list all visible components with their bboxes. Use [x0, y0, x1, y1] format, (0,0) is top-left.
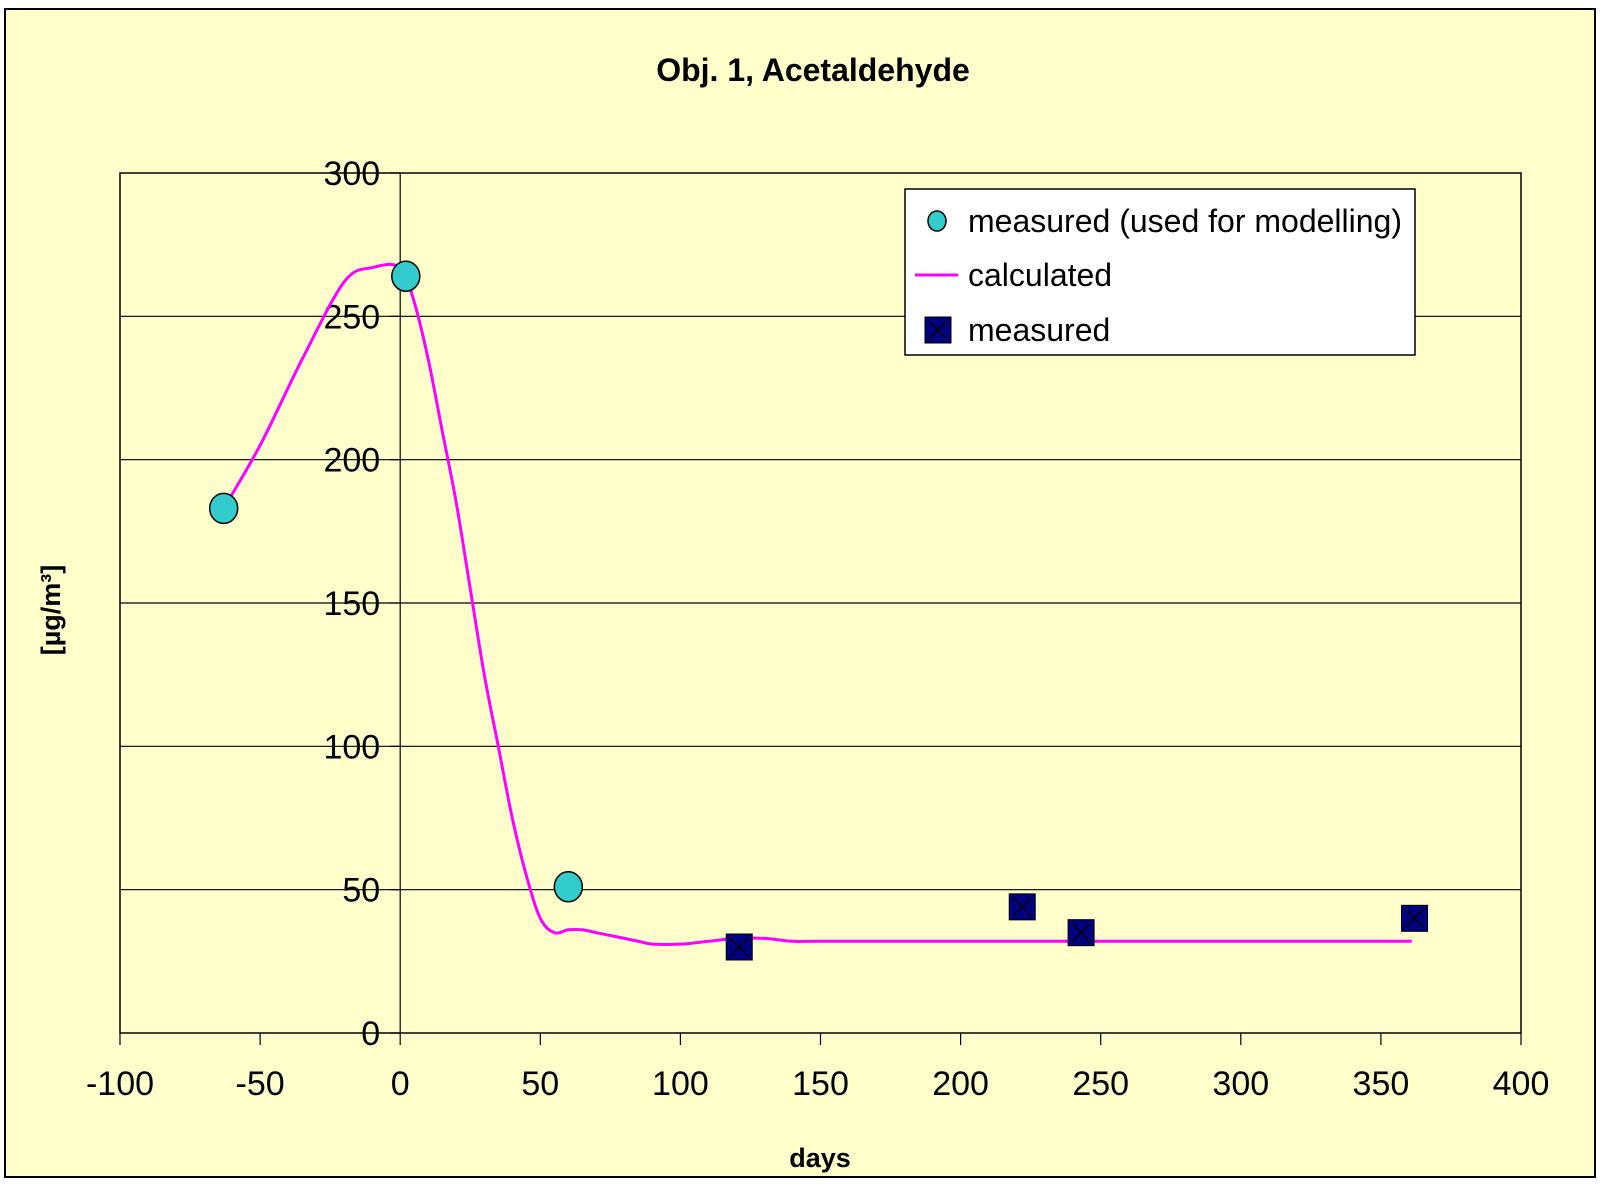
measured-modelling-point	[553, 871, 584, 903]
y-tick-label: 200	[323, 442, 380, 480]
legend-item: measured (used for modelling)	[927, 203, 1402, 239]
x-tick-label: 350	[1353, 1065, 1410, 1103]
y-tick-label: 150	[323, 585, 380, 623]
x-tick-label: 100	[652, 1065, 709, 1103]
y-axis-label: [µg/m³]	[36, 565, 66, 656]
measured-modelling-point	[391, 260, 421, 292]
x-tick-label: 0	[391, 1065, 410, 1103]
legend-swatch-cross	[928, 320, 948, 340]
measured-point-cross	[1012, 897, 1032, 917]
legend-item: measured	[924, 312, 1110, 348]
x-tick-label: 150	[792, 1065, 849, 1103]
y-tick-label: 100	[323, 728, 380, 766]
legend-label: calculated	[968, 257, 1112, 293]
measured-point-cross	[1071, 923, 1091, 943]
legend-item: calculated	[915, 257, 1112, 293]
legend-box	[904, 188, 1416, 356]
measured-modelling-point	[208, 492, 239, 525]
measured-point	[1401, 904, 1429, 932]
measured-point-cross	[729, 937, 749, 957]
y-tick-label: 250	[323, 298, 380, 336]
measured-point-cross	[1404, 908, 1425, 928]
measured-point	[1008, 893, 1036, 921]
legend: measured (used for modelling) calculated m…	[904, 188, 1416, 356]
x-tick-label: 50	[521, 1065, 559, 1103]
x-tick-label: 400	[1493, 1065, 1550, 1103]
measured-point	[725, 933, 753, 961]
x-tick-label: 200	[932, 1065, 989, 1103]
y-tick-label: 300	[323, 155, 380, 193]
y-tick-label: 0	[361, 1015, 380, 1053]
legend-label: measured (used for modelling)	[968, 203, 1402, 239]
x-tick-label: 250	[1072, 1065, 1129, 1103]
legend-swatch-circle	[927, 210, 947, 232]
chart-title: Obj. 1, Acetaldehyde	[656, 52, 970, 88]
axis-ticks: 0 50 100 150 200 250 300 -100 -50 0 50 100 150 200 250…	[86, 155, 1549, 1103]
legend-label: measured	[968, 312, 1110, 348]
x-tick-label: 300	[1212, 1065, 1269, 1103]
series-markers	[208, 260, 1429, 961]
x-tick-label: -50	[236, 1065, 285, 1103]
measured-point	[1067, 919, 1095, 947]
y-tick-label: 50	[342, 872, 380, 910]
x-axis-label: days	[789, 1143, 851, 1173]
x-tick-label: -100	[86, 1065, 154, 1103]
